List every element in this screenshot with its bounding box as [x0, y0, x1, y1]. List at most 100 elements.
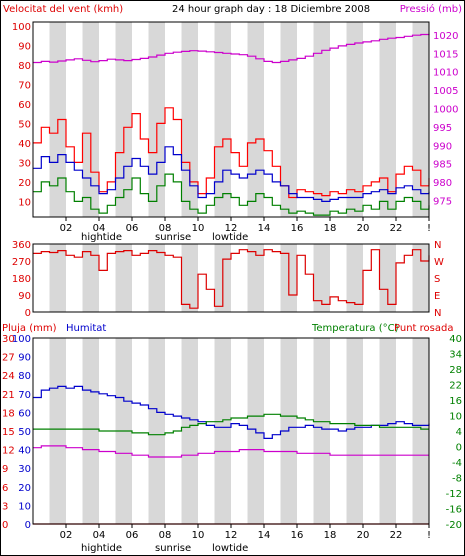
series-line	[33, 249, 430, 309]
y-tick-label: 180	[12, 274, 31, 285]
x-tick-label: 18	[324, 530, 337, 541]
rain-tick-label: 9	[2, 464, 8, 475]
y-tick-label: 270	[12, 257, 31, 268]
y-tick-label: 1020	[433, 31, 458, 42]
hour-band	[82, 244, 99, 312]
x-tick-label: 02	[60, 223, 73, 234]
annotation-hightide: hightide	[81, 543, 122, 554]
temperature-tick-label: -4	[452, 458, 462, 469]
temperature-axis-label: Temperatura (°C)	[311, 323, 399, 334]
humidity-tick-label: 20	[18, 483, 31, 494]
x-tick-label: 12	[225, 530, 238, 541]
series-line	[33, 173, 430, 216]
temperature-tick-label: 10	[449, 412, 462, 423]
temperature-tick-label: 4	[456, 427, 462, 438]
y-tick-label: 1010	[433, 68, 458, 79]
x-tick-label: 22	[390, 223, 403, 234]
y-tick-label: 0	[25, 308, 31, 319]
hour-band	[346, 244, 363, 312]
hour-band	[247, 244, 264, 312]
compass-label: W	[434, 257, 444, 268]
hour-band	[313, 22, 330, 217]
hour-band	[313, 244, 330, 312]
rain-axis-label: Pluja (mm)	[2, 323, 57, 334]
x-tick-label: 08	[159, 223, 172, 234]
right-axis-label: Pressió (mb)	[400, 3, 462, 15]
left-axis-ticks: 10 20 30 40 50 60 70 80 90 100	[12, 22, 31, 208]
annotation-sunrise: sunrise	[155, 232, 191, 243]
y-tick-label: 985	[433, 160, 452, 171]
x-tick-label: 14	[258, 530, 271, 541]
hour-band	[379, 22, 396, 217]
humidity-tick-label: 0	[25, 520, 31, 531]
hour-band	[82, 22, 99, 217]
series-group	[33, 33, 430, 216]
humidity-tick-label: 50	[18, 427, 31, 438]
temperature-tick-label: 34	[449, 350, 462, 361]
annotation-sunrise: sunrise	[155, 543, 191, 554]
x-tick-label: 04	[93, 223, 106, 234]
x-axis-ticks: 02 04 06 08 10 12 14 16 18 20 22!	[60, 217, 431, 234]
hour-band	[313, 338, 330, 524]
rain-axis-ticks: 0 3 6 9 12 15 18 21 24 27 30	[2, 334, 15, 531]
y-tick-label: 90	[18, 291, 31, 302]
hour-band	[49, 244, 66, 312]
x-tick-label: 14	[258, 223, 271, 234]
x-tick-label: 12	[225, 223, 238, 234]
rain-tick-label: 0	[2, 520, 8, 531]
x-tick-label: 16	[291, 223, 304, 234]
series-line	[33, 146, 430, 202]
hour-band	[214, 22, 231, 217]
y-tick-label: 20	[18, 178, 31, 189]
x-tick-label: 10	[192, 530, 205, 541]
rain-tick-label: 6	[2, 483, 8, 494]
y-tick-label: 60	[18, 100, 31, 111]
y-tick-label: 40	[18, 139, 31, 150]
temperature-tick-label: 0	[456, 443, 462, 454]
annotation-lowtide: lowtide	[212, 232, 248, 243]
humidity-tick-label: 100	[12, 334, 31, 345]
x-tick-label: 10	[192, 223, 205, 234]
y-tick-label: 30	[18, 158, 31, 169]
compass-label: S	[434, 274, 440, 285]
temperature-tick-label: -20	[446, 520, 462, 531]
hour-band	[148, 338, 165, 524]
humidity-axis-ticks: 0 10 20 30 40 50 60 70 80 90 100	[12, 334, 31, 531]
x-tick-label: 18	[324, 223, 337, 234]
series-line	[33, 445, 429, 458]
x-tick-label: 06	[126, 223, 139, 234]
left-axis-ticks: 0 90 180 270 360	[12, 240, 31, 319]
temperature-tick-label: -12	[446, 489, 462, 500]
hour-band	[82, 338, 99, 524]
temperature-tick-label: 22	[449, 381, 462, 392]
x-tick-label: 06	[126, 530, 139, 541]
y-tick-label: 1015	[433, 49, 458, 60]
temperature-tick-label: 28	[449, 365, 462, 376]
x-tick-label: 20	[357, 530, 370, 541]
humidity-tick-label: 10	[18, 501, 31, 512]
temperature-axis-ticks: -20 -16 -12 -8 -4 0 4 10 16 22 28 34 40	[446, 334, 462, 531]
x-tick-label: 22	[390, 530, 403, 541]
rain-tick-label: 30	[2, 334, 15, 345]
humidity-axis-label: Humitat	[66, 323, 106, 334]
y-tick-label: 100	[12, 22, 31, 33]
y-tick-label: 80	[18, 61, 31, 72]
compass-label: N	[434, 240, 441, 251]
y-tick-label: 1000	[433, 104, 458, 115]
hour-band	[115, 244, 132, 312]
rain-tick-label: 18	[2, 408, 15, 419]
annotation-lowtide: lowtide	[212, 543, 248, 554]
annotation-hightide: hightide	[81, 232, 122, 243]
series-line	[33, 33, 430, 64]
rain-tick-label: 21	[2, 390, 15, 401]
hour-band	[181, 22, 198, 217]
x-tick-label: 20	[357, 223, 370, 234]
hour-band	[379, 338, 396, 524]
x-tick-label: 02	[60, 530, 73, 541]
hour-band	[181, 338, 198, 524]
